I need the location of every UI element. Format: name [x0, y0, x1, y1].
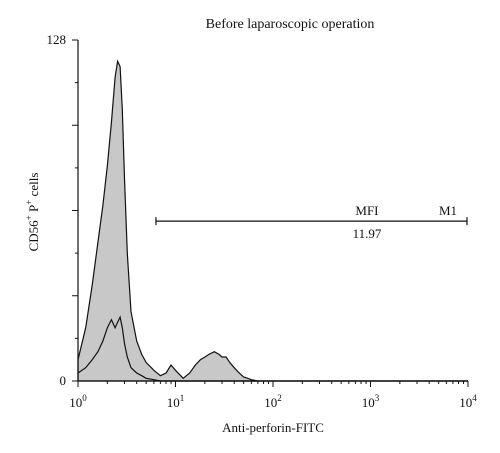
histogram-filled-series — [77, 59, 468, 382]
x-axis-label: Anti-perforin-FITC — [222, 420, 324, 435]
y-tick-label-max: 128 — [47, 32, 67, 47]
x-tick-label: 102 — [264, 393, 282, 410]
x-tick-label: 104 — [459, 393, 477, 410]
x-tick-label: 100 — [69, 393, 87, 410]
marker-label: M1 — [439, 203, 457, 218]
x-tick-label: 103 — [362, 393, 380, 410]
y-axis-label: CD56+ P+ cells — [24, 173, 41, 252]
histogram-outline-series — [77, 315, 468, 382]
y-tick-label-min: 0 — [60, 373, 67, 388]
x-tick-label: 101 — [167, 393, 185, 410]
mfi-value: 11.97 — [353, 226, 382, 241]
mfi-label: MFI — [355, 203, 378, 218]
chart-title: Before laparoscopic operation — [206, 17, 375, 32]
